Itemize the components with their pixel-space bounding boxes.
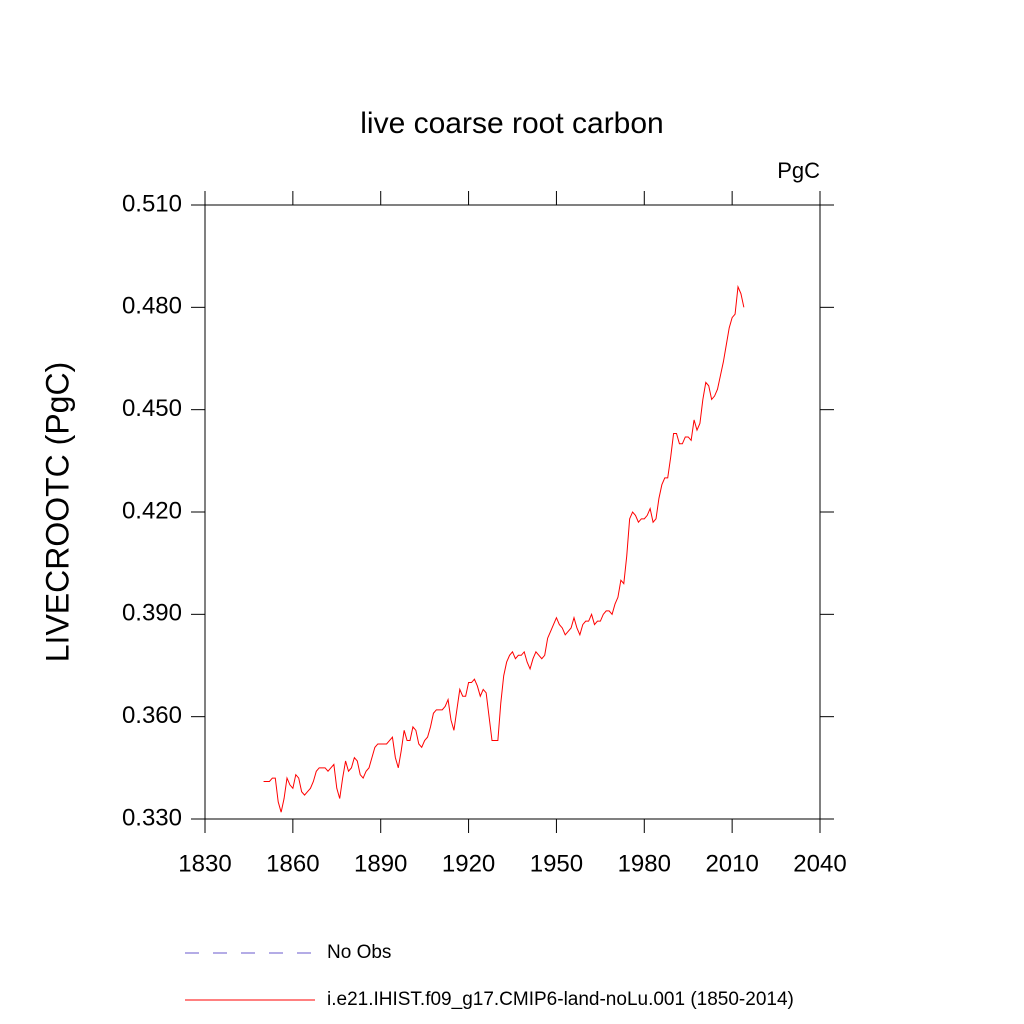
y-tick-label: 0.390 bbox=[122, 600, 182, 627]
x-tick-label: 1920 bbox=[442, 850, 495, 877]
chart-title: live coarse root carbon bbox=[360, 107, 664, 140]
y-tick-label: 0.510 bbox=[122, 190, 182, 217]
x-tick-label: 1980 bbox=[618, 850, 671, 877]
y-tick-label: 0.330 bbox=[122, 804, 182, 831]
x-tick-label: 1950 bbox=[530, 850, 583, 877]
x-tick-label: 1860 bbox=[266, 850, 319, 877]
legend-label: No Obs bbox=[327, 942, 391, 963]
x-tick-label: 2010 bbox=[705, 850, 758, 877]
y-tick-label: 0.480 bbox=[122, 293, 182, 320]
plot-frame bbox=[204, 204, 821, 820]
y-tick-label: 0.420 bbox=[122, 497, 182, 524]
x-tick-label: 1830 bbox=[178, 850, 231, 877]
y-tick-label: 0.360 bbox=[122, 702, 182, 729]
y-axis-label: LIVECROOTC (PgC) bbox=[39, 362, 75, 662]
y-tick-label: 0.450 bbox=[122, 395, 182, 422]
data-line bbox=[263, 284, 745, 813]
x-tick-label: 2040 bbox=[793, 850, 846, 877]
x-tick-label: 1890 bbox=[354, 850, 407, 877]
units-label: PgC bbox=[777, 158, 820, 183]
legend-label: i.e21.IHIST.f09_g17.CMIP6-land-noLu.001 … bbox=[327, 989, 794, 1010]
